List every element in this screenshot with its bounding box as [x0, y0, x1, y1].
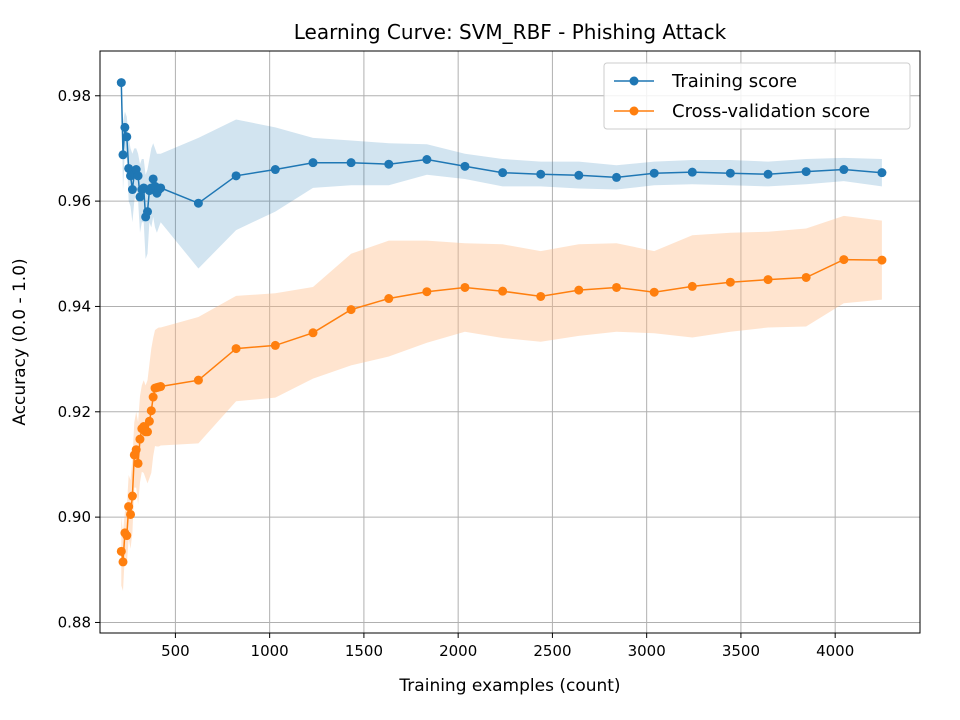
training-score-point	[498, 168, 508, 178]
cv-score-point	[127, 491, 137, 501]
y-tick-label: 0.88	[58, 613, 91, 631]
chart-title: Learning Curve: SVM_RBF - Phishing Attac…	[294, 20, 727, 44]
training-score-point	[725, 168, 735, 178]
training-score-point	[346, 158, 356, 168]
training-score-point	[270, 165, 280, 175]
training-score-point	[422, 154, 432, 164]
cv-score-point	[422, 287, 432, 297]
cv-score-point	[308, 328, 318, 338]
training-score-point	[460, 161, 470, 171]
training-score-point	[687, 167, 697, 177]
cv-score-point	[193, 375, 203, 385]
x-tick-label: 500	[161, 642, 190, 660]
legend: Training score Cross-validation score	[603, 62, 911, 130]
training-score-point	[120, 122, 130, 132]
x-tick-label: 2500	[533, 642, 571, 660]
cv-score-point	[122, 531, 132, 541]
cv-score-point	[126, 509, 136, 519]
cv-score-point	[148, 392, 158, 402]
training-score-point	[308, 158, 318, 168]
cv-score-point	[131, 445, 141, 455]
legend-box	[603, 62, 911, 130]
training-score-point	[148, 174, 158, 184]
training-score-point	[135, 192, 145, 202]
training-score-point	[124, 163, 134, 173]
cv-score-point	[574, 285, 584, 295]
cv-score-point	[143, 427, 153, 437]
training-score-point	[801, 167, 811, 177]
legend-training-label: Training score	[671, 71, 797, 92]
grid-lines	[100, 51, 920, 633]
training-score-point	[877, 168, 887, 178]
cv-score-point	[649, 287, 659, 297]
cv-score-point	[460, 282, 470, 292]
training-score-point	[116, 78, 126, 88]
cv-score-point	[231, 344, 241, 354]
x-axis-label: Training examples (count)	[398, 676, 620, 696]
cv-score-point	[156, 382, 166, 392]
x-tick-label: 1000	[251, 642, 289, 660]
cv-score-point	[612, 282, 622, 292]
y-tick-label: 0.96	[58, 192, 91, 210]
training-score-point	[156, 183, 166, 193]
training-score-point	[536, 169, 546, 179]
plot-area: 500 1000 1500 2000 2500 3000 3500 4000 0.88 0.90…	[58, 50, 921, 660]
training-score-point	[574, 170, 584, 180]
training-score-point	[122, 132, 132, 142]
cv-std-band	[121, 215, 882, 591]
y-axis-ticks: 0.88 0.90 0.92 0.94 0.96 0.98	[58, 87, 100, 631]
x-tick-label: 1500	[345, 642, 383, 660]
y-tick-label: 0.90	[58, 508, 91, 526]
training-score-point	[133, 171, 143, 181]
cv-score-point	[801, 272, 811, 282]
cv-score-point	[763, 275, 773, 285]
cv-score-point	[144, 416, 154, 426]
y-tick-label: 0.98	[58, 87, 91, 105]
training-score-point	[384, 159, 394, 169]
x-axis-ticks: 500 1000 1500 2000 2500 3000 3500 4000	[161, 633, 854, 660]
y-tick-label: 0.92	[58, 403, 91, 421]
x-tick-label: 2000	[439, 642, 477, 660]
training-score-point	[143, 207, 153, 217]
cv-score-point	[124, 502, 134, 512]
training-score-point	[763, 169, 773, 179]
legend-training-marker	[629, 76, 639, 86]
plot-frame	[99, 50, 921, 634]
cv-score-point	[133, 458, 143, 468]
cv-score-point	[839, 255, 849, 265]
training-score-point	[193, 198, 203, 208]
cv-score-point	[270, 340, 280, 350]
series-points	[116, 78, 887, 567]
training-score-point	[127, 185, 137, 195]
cv-score-point	[346, 305, 356, 315]
cv-score-point	[498, 286, 508, 296]
y-axis-label: Accuracy (0.0 - 1.0)	[10, 258, 30, 425]
cv-score-point	[725, 277, 735, 287]
cv-score-point	[536, 291, 546, 301]
cv-score-point	[687, 281, 697, 291]
cv-score-point	[877, 255, 887, 265]
cv-score-point	[135, 434, 145, 444]
x-tick-label: 3500	[722, 642, 760, 660]
legend-cv-label: Cross-validation score	[672, 101, 870, 122]
training-score-point	[649, 168, 659, 178]
y-tick-label: 0.94	[58, 297, 91, 315]
training-score-point	[231, 171, 241, 181]
cv-score-point	[384, 294, 394, 304]
training-score-point	[839, 165, 849, 175]
cv-score-point	[146, 406, 156, 416]
training-score-point	[612, 172, 622, 182]
cv-score-point	[116, 546, 126, 556]
x-tick-label: 3000	[628, 642, 666, 660]
legend-cv-marker	[629, 106, 639, 116]
training-score-point	[118, 150, 128, 160]
cv-score-point	[118, 557, 128, 567]
x-tick-label: 4000	[816, 642, 854, 660]
